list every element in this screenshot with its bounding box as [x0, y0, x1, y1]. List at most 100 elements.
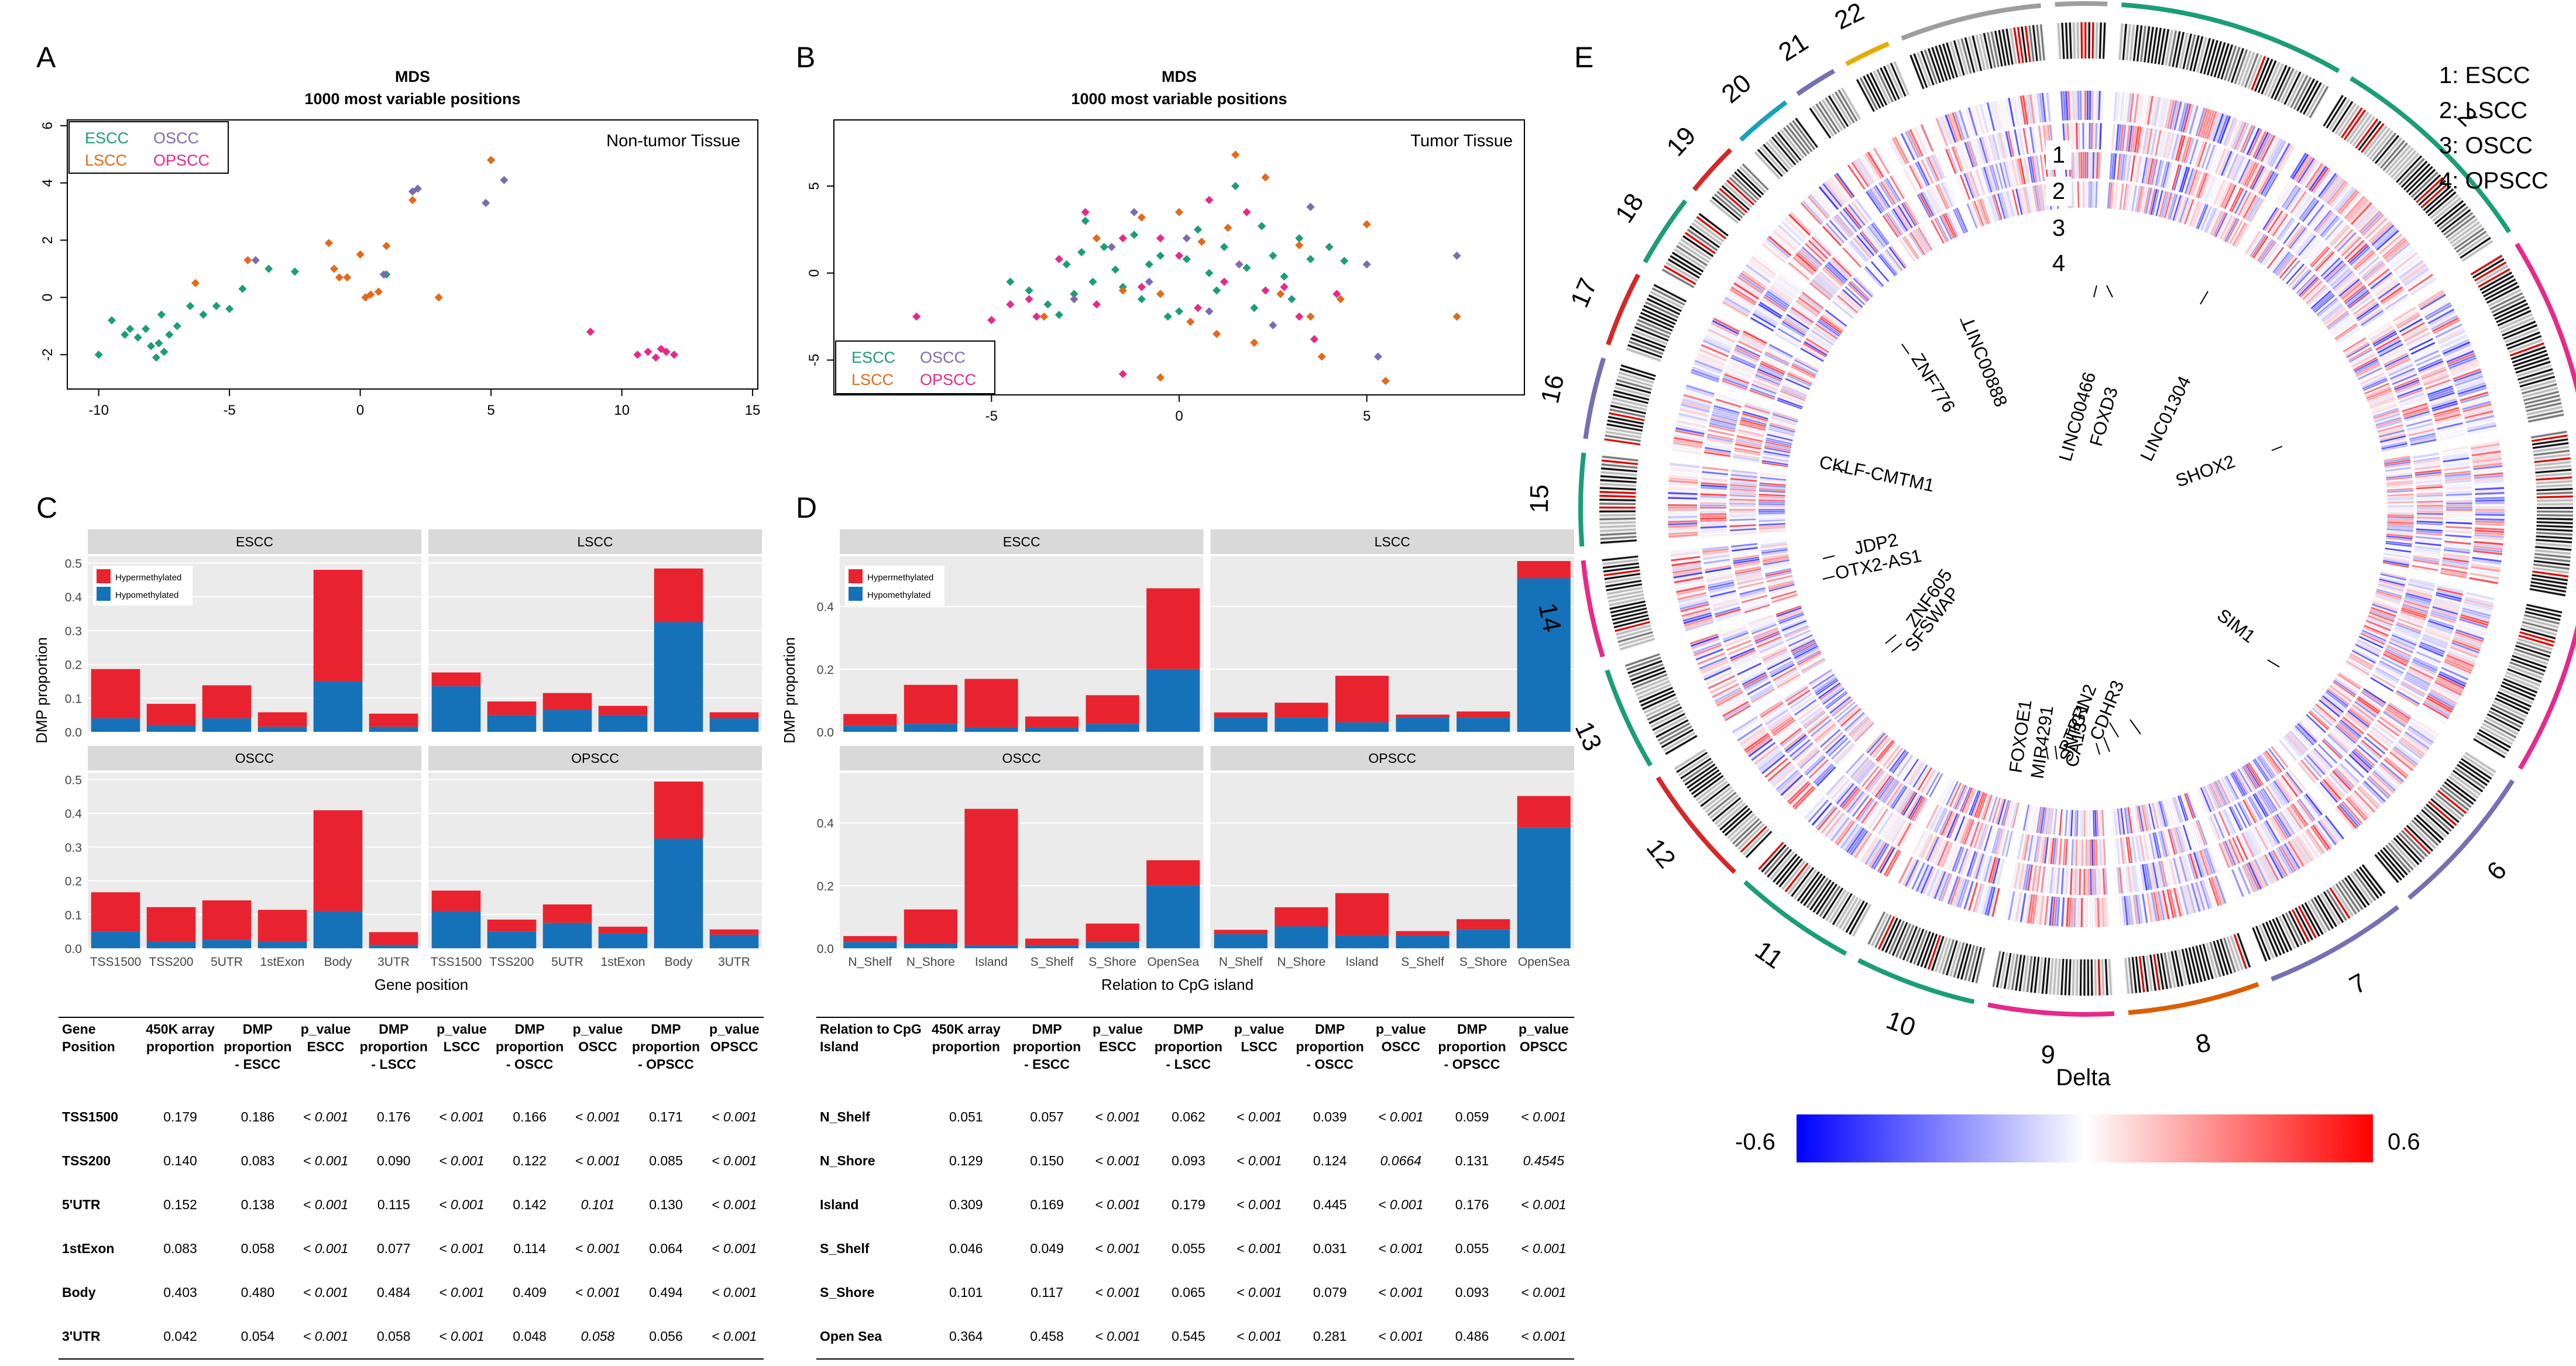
heatmap-cell [1768, 658, 1792, 672]
heatmap-cell [2403, 407, 2429, 416]
heatmap-cell [1794, 744, 1815, 763]
heatmap-cell [2392, 373, 2417, 385]
legend-label-hypo: Hypomethylated [115, 590, 178, 600]
heatmap-cell [2195, 107, 2206, 136]
heatmap-cell [2267, 784, 2283, 808]
heatmap-cell [1911, 230, 1927, 254]
scatter-point-lscc [335, 273, 344, 282]
ideogram-band [2217, 43, 2230, 79]
heatmap-cell [2235, 867, 2249, 896]
heatmap-cell [1808, 239, 1829, 260]
heatmap-cell [1922, 835, 1936, 860]
heatmap-cell [2184, 793, 2194, 819]
heatmap-cell [1668, 484, 1698, 488]
heatmap-cell [2117, 808, 2121, 835]
heatmap-cell [2374, 411, 2400, 421]
heatmap-cell [1719, 695, 1746, 711]
heatmap-cell [1947, 876, 1959, 904]
heatmap-cell [2183, 855, 2192, 881]
heatmap-cell [2357, 305, 2380, 321]
heatmap-cell [2242, 194, 2257, 219]
ideogram-band [1812, 881, 1835, 913]
heatmap-cell [2069, 839, 2072, 866]
ideogram-band [1828, 95, 1849, 128]
heatmap-cell [1901, 758, 1918, 780]
heatmap-cell [1731, 355, 1757, 367]
ideogram-band [2512, 349, 2547, 364]
heatmap-cell [2001, 132, 2008, 159]
heatmap-cell [2254, 793, 2269, 817]
heatmap-cell [1977, 168, 1987, 194]
heatmap-cell [1742, 270, 1767, 288]
scatter-point-lscc [1118, 286, 1127, 295]
heatmap-cell [1914, 831, 1928, 856]
heatmap-cell [1761, 298, 1785, 314]
heatmap-cell [2388, 704, 2411, 720]
y-tick-label: 0.3 [65, 625, 82, 638]
heatmap-cell [2221, 150, 2232, 176]
heatmap-cell [1806, 336, 1830, 352]
ideogram-band [1745, 831, 1773, 858]
scatter-point-lscc [1295, 241, 1304, 250]
heatmap-cell [2381, 714, 2403, 731]
heatmap-cell [1766, 349, 1791, 363]
heatmap-cell [1765, 239, 1789, 260]
x-tick-label: N_Shelf [1219, 955, 1263, 969]
heatmap-cell [2395, 383, 2421, 394]
heatmap-cell [2097, 897, 2100, 927]
heatmap-cell [1866, 769, 1884, 792]
heatmap-cell [1724, 634, 1750, 645]
ideogram-band [2531, 431, 2567, 439]
heatmap-cell [1743, 330, 1767, 345]
heatmap-cell [2106, 897, 2110, 927]
heatmap-cell [1913, 798, 1928, 823]
heatmap-cell [1672, 567, 1702, 574]
heatmap-cell [2395, 625, 2420, 636]
heatmap-cell [2139, 805, 2146, 832]
heatmap-cell [2384, 553, 2410, 559]
heatmap-cell [1739, 338, 1764, 352]
heatmap-cell [2398, 740, 2423, 760]
chromosome-outer-arc [1845, 42, 1890, 66]
heatmap-cell [1749, 618, 1775, 629]
heatmap-cell [2434, 411, 2461, 420]
heatmap-cell [2419, 362, 2444, 374]
heatmap-cell [1734, 566, 1761, 573]
heatmap-cell [2127, 866, 2132, 893]
heatmap-cell [2117, 867, 2121, 894]
heatmap-cell [2284, 223, 2302, 246]
heatmap-cell [2351, 353, 2376, 367]
heatmap-cell [1765, 653, 1790, 667]
bar-hypomethylated [709, 718, 759, 732]
heatmap-cell [1816, 187, 1837, 212]
heatmap-cell [1766, 759, 1790, 780]
heatmap-cell [2176, 102, 2185, 131]
heatmap-cell [2392, 632, 2417, 644]
heatmap-cell [2370, 271, 2392, 290]
heatmap-cell [1800, 347, 1824, 362]
heatmap-cell [1752, 625, 1778, 636]
heatmap-cell [2190, 201, 2201, 227]
ideogram-band [2288, 910, 2307, 944]
heatmap-cell [1983, 167, 1993, 192]
heatmap-cell [2207, 208, 2219, 234]
heatmap-cell [2414, 543, 2441, 549]
heatmap-cell [2361, 311, 2385, 328]
heatmap-cell [2300, 720, 2320, 741]
heatmap-cell [2173, 827, 2182, 854]
heatmap-cell [2383, 353, 2408, 366]
heatmap-cell [1731, 470, 1758, 474]
heatmap-cell [1905, 131, 1919, 159]
heatmap-cell [1701, 471, 1728, 476]
heatmap-cell [1780, 390, 1805, 401]
ideogram-band [2517, 368, 2553, 381]
ideogram-band [1994, 30, 2003, 67]
heatmap-cell [1684, 617, 1713, 627]
bar-hypermethylated [542, 693, 592, 710]
heatmap-cell [2241, 766, 2256, 790]
heatmap-cell [2381, 439, 2407, 446]
scatter-point-oscc [1373, 352, 1382, 361]
heatmap-cell [2429, 311, 2456, 326]
heatmap-cell [1934, 218, 1948, 242]
heatmap-cell [1771, 592, 1797, 601]
